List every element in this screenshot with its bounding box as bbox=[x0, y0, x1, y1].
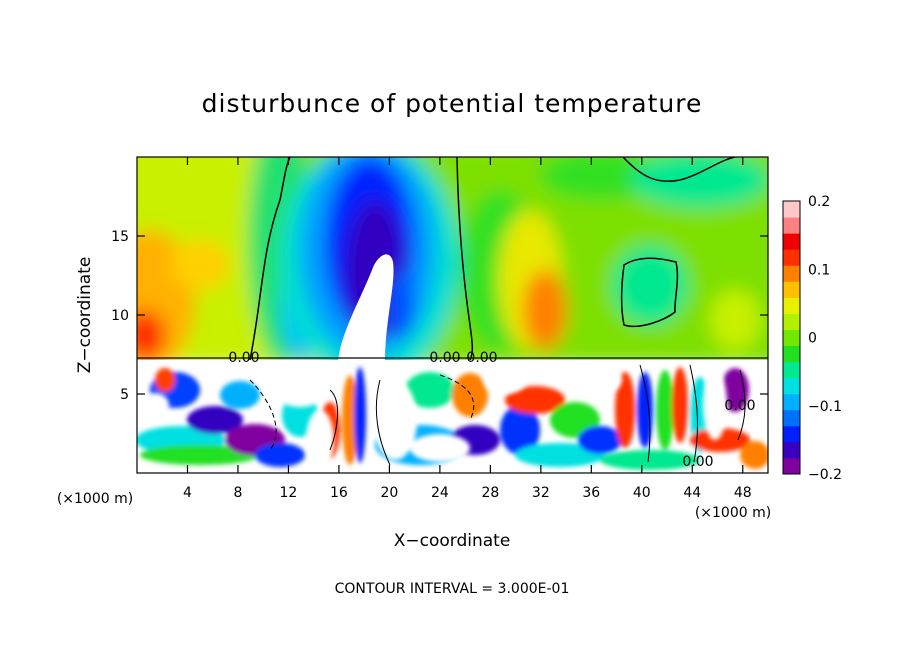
colorbar-segment bbox=[783, 361, 800, 379]
colorbar-tick-label: −0.2 bbox=[808, 467, 842, 483]
contour-label-2: 0.00 bbox=[429, 350, 460, 366]
colorbar-segment bbox=[783, 409, 800, 427]
colorbar-frame bbox=[782, 200, 801, 475]
x-unit-label: (×1000 m) bbox=[695, 505, 771, 521]
contour-label-5: 0.00 bbox=[682, 454, 713, 470]
colorbar-tick-label: 0.1 bbox=[808, 262, 830, 278]
colorbar-segment bbox=[783, 425, 800, 443]
x-tick-label: 20 bbox=[380, 485, 398, 501]
x-tick-label: 12 bbox=[280, 485, 298, 501]
contour-lines bbox=[137, 157, 768, 466]
colorbar-segment bbox=[783, 313, 800, 330]
y-tick-label: 15 bbox=[111, 229, 129, 245]
x-axis-label: X−coordinate bbox=[394, 531, 511, 551]
colorbar-segment bbox=[783, 457, 800, 475]
colorbar-segment bbox=[783, 217, 800, 234]
colorbar-segment bbox=[783, 329, 800, 347]
colorbar-segment bbox=[783, 297, 800, 314]
x-tick-label: 48 bbox=[734, 485, 752, 501]
x-tick-label: 44 bbox=[683, 485, 701, 501]
plume-core bbox=[338, 254, 394, 362]
contour-label-3: 0.00 bbox=[466, 350, 497, 366]
colorbar-segment bbox=[783, 377, 800, 395]
contour-interval-footer: CONTOUR INTERVAL = 3.000E-01 bbox=[335, 581, 570, 597]
colorbar-tick-label: −0.1 bbox=[808, 399, 842, 415]
upper-field bbox=[137, 157, 768, 380]
x-tick-label: 40 bbox=[633, 485, 651, 501]
colorbar bbox=[783, 201, 800, 475]
lower-white-pockets bbox=[141, 363, 727, 470]
colorbar-ticks: 0.2 0.1 0 −0.1 −0.2 bbox=[808, 194, 842, 483]
y-axis-label: Z−coordinate bbox=[75, 257, 95, 374]
colorbar-segment bbox=[783, 265, 800, 282]
y-tick-label: 10 bbox=[111, 308, 129, 324]
contour-label-1: 0.00 bbox=[228, 350, 259, 366]
colorbar-segment bbox=[783, 249, 800, 266]
colorbar-segment bbox=[783, 233, 800, 250]
x-tick-label: 4 bbox=[183, 485, 192, 501]
heatmap-field bbox=[137, 157, 768, 473]
x-axis-ticks: 4 8 12 16 20 24 28 32 36 40 44 48 bbox=[183, 157, 752, 501]
colorbar-segment bbox=[783, 345, 800, 363]
y-axis-ticks: 5 10 15 bbox=[111, 229, 768, 403]
y-tick-label: 5 bbox=[120, 387, 129, 403]
colorbar-tick-label: 0 bbox=[808, 331, 817, 347]
colorbar-segment bbox=[783, 281, 800, 298]
x-tick-label: 16 bbox=[330, 485, 348, 501]
chart-title: disturbunce of potential temperature bbox=[202, 89, 703, 118]
x-tick-label: 36 bbox=[582, 485, 600, 501]
x-tick-label: 32 bbox=[532, 485, 550, 501]
x-tick-label: 8 bbox=[233, 485, 242, 501]
x-tick-label: 28 bbox=[481, 485, 499, 501]
contour-label-4: 0.00 bbox=[724, 398, 755, 414]
y-unit-label: (×1000 m) bbox=[57, 491, 133, 507]
colorbar-segment bbox=[783, 201, 800, 218]
x-tick-label: 24 bbox=[431, 485, 449, 501]
colorbar-segment bbox=[783, 393, 800, 411]
colorbar-segment bbox=[783, 441, 800, 459]
colorbar-tick-label: 0.2 bbox=[808, 194, 830, 210]
